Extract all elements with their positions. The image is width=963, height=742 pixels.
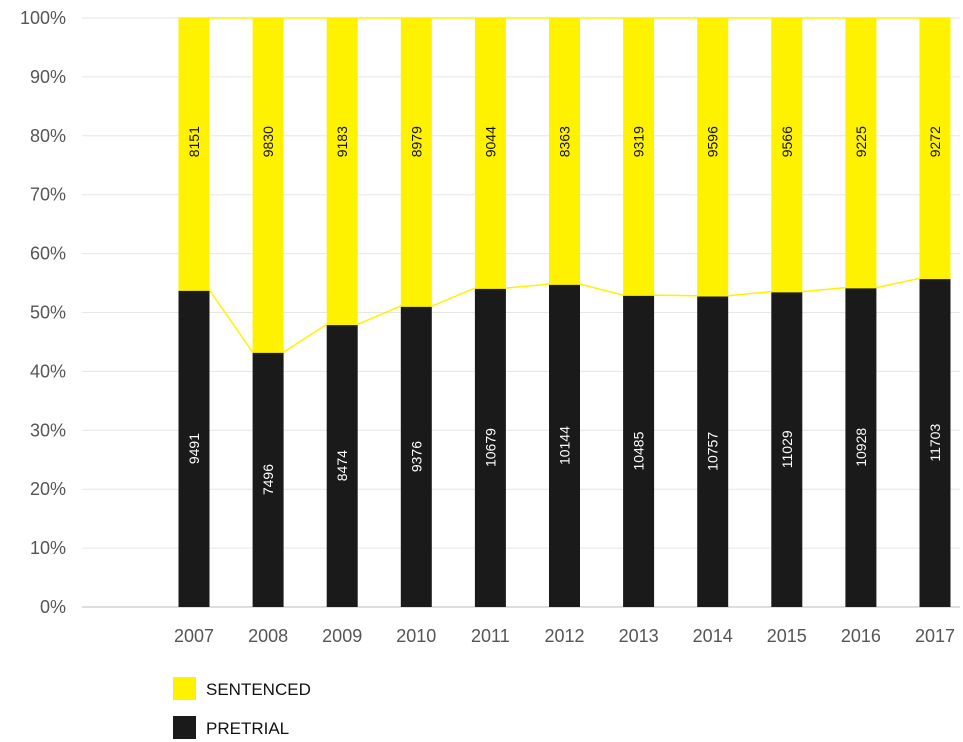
value-label-pretrial: 7496	[260, 464, 276, 495]
bar-sentenced	[400, 18, 432, 307]
x-tick-label: 2015	[767, 626, 807, 646]
x-tick-label: 2011	[471, 626, 510, 646]
value-label-sentenced: 9225	[853, 126, 869, 157]
bar-stacks	[178, 17, 951, 607]
y-tick-label: 10%	[30, 538, 66, 558]
bar-sentenced	[549, 18, 580, 285]
value-label-sentenced: 9272	[927, 126, 943, 157]
bar-pretrial	[623, 295, 655, 607]
value-label-pretrial: 9376	[408, 441, 424, 472]
value-label-pretrial: 11703	[927, 424, 943, 462]
bar-sentenced	[178, 18, 210, 291]
y-gridlines	[82, 17, 960, 608]
x-tick-label: 2013	[619, 626, 659, 646]
bar-value-labels: 8151 9491 9830 7496 9183 8474 8979 9376 9044 1067…	[186, 126, 943, 495]
bar-pretrial	[919, 278, 951, 607]
x-tick-label: 2016	[841, 626, 881, 646]
value-label-pretrial: 8474	[334, 450, 350, 481]
bar-sentenced	[623, 18, 655, 296]
bar-sentenced	[697, 18, 729, 296]
x-tick-label: 2009	[322, 626, 362, 646]
value-label-sentenced: 9596	[705, 126, 721, 157]
x-tick-label: 2007	[174, 626, 214, 646]
value-label-sentenced: 9830	[260, 126, 276, 157]
value-label-pretrial: 10928	[853, 428, 869, 467]
bar-pretrial	[178, 290, 210, 607]
legend-swatch	[173, 716, 196, 739]
value-label-pretrial: 10757	[705, 432, 721, 471]
y-tick-label: 60%	[30, 244, 66, 264]
x-tick-label: 2014	[693, 626, 733, 646]
value-label-pretrial: 9491	[186, 433, 202, 464]
value-label-sentenced: 8363	[557, 126, 573, 157]
bar-pretrial	[252, 352, 284, 607]
value-label-pretrial: 10679	[482, 428, 498, 467]
x-tick-label: 2010	[396, 626, 436, 646]
y-tick-label: 0%	[40, 597, 66, 617]
x-tick-label: 2008	[248, 626, 288, 646]
value-label-pretrial: 11029	[779, 430, 795, 468]
pretrial-share-line	[178, 277, 951, 353]
bar-sentenced	[845, 18, 877, 288]
y-tick-label: 50%	[30, 303, 66, 323]
y-tick-label: 40%	[30, 361, 66, 381]
y-tick-label: 100%	[20, 8, 66, 28]
x-tick-label: 2012	[544, 626, 584, 646]
bar-pretrial	[549, 284, 580, 607]
y-axis-tick-labels: 0% 10% 20% 30% 40% 50% 60% 70% 80% 90% 100%	[20, 8, 66, 617]
bar-pretrial	[845, 287, 877, 607]
legend-label: PRETRIAL	[206, 719, 289, 738]
value-label-sentenced: 8151	[186, 126, 202, 157]
value-label-sentenced: 9566	[779, 126, 795, 157]
legend-swatch	[173, 677, 196, 700]
y-tick-label: 20%	[30, 479, 66, 499]
bar-pretrial	[771, 291, 803, 607]
y-tick-label: 30%	[30, 420, 66, 440]
bar-pretrial	[400, 306, 432, 607]
bar-sentenced	[326, 18, 358, 325]
x-axis-tick-labels: 2007 2008 2009 2010 2011 2012 2013 2014 2015 2016…	[174, 626, 955, 646]
bar-sentenced	[252, 18, 284, 353]
y-tick-label: 90%	[30, 67, 66, 87]
legend: SENTENCED PRETRIAL	[173, 677, 311, 739]
value-label-pretrial: 10485	[631, 431, 647, 470]
bar-pretrial	[326, 324, 358, 607]
y-tick-label: 70%	[30, 185, 66, 205]
bar-sentenced	[919, 18, 951, 279]
value-label-sentenced: 9183	[334, 126, 350, 157]
bar-pretrial	[697, 295, 729, 607]
value-label-sentenced: 9044	[482, 126, 498, 157]
y-tick-label: 80%	[30, 126, 66, 146]
bar-sentenced	[771, 18, 803, 292]
x-tick-label: 2017	[915, 626, 955, 646]
value-label-sentenced: 9319	[631, 126, 647, 157]
bar-sentenced	[474, 18, 506, 289]
value-label-sentenced: 8979	[408, 126, 424, 157]
value-label-pretrial: 10144	[557, 426, 573, 465]
bar-pretrial	[474, 288, 506, 607]
legend-label: SENTENCED	[206, 680, 311, 699]
